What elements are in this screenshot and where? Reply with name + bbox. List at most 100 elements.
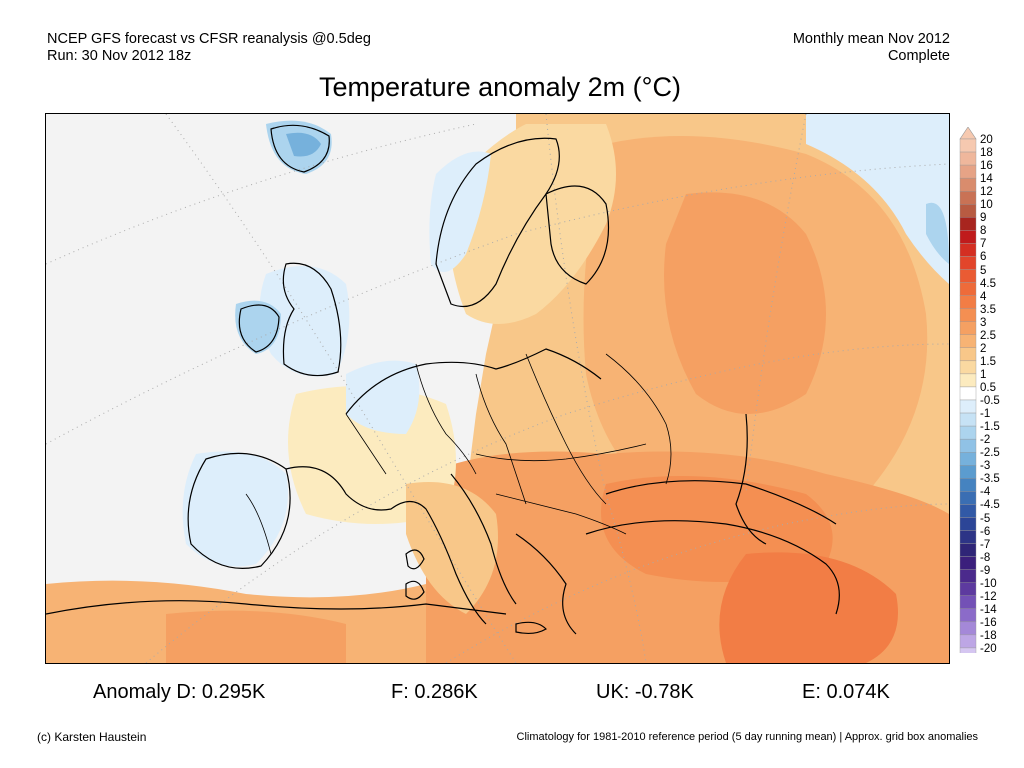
colorbar-swatch: [959, 360, 977, 375]
colorbar-label: 0.5: [980, 382, 996, 394]
copyright: (c) Karsten Haustein: [37, 730, 147, 744]
colorbar-label: -16: [980, 616, 997, 629]
colorbar-swatch: [959, 556, 977, 570]
coastlines: [46, 124, 840, 635]
colorbar: [959, 127, 977, 653]
colorbar-swatch: [959, 465, 977, 479]
colorbar-swatch: [959, 217, 977, 231]
graticule: [46, 114, 949, 663]
colorbar-swatch: [959, 530, 977, 544]
colorbar-label: 4: [980, 290, 987, 303]
colorbar-label: 6: [980, 251, 987, 264]
colorbar-label: -0.5: [980, 395, 1000, 407]
colorbar-swatch: [959, 190, 977, 205]
colorbar-label: 1: [980, 368, 987, 381]
period-label: Monthly mean Nov 2012: [792, 31, 950, 47]
colorbar-swatch: [959, 608, 977, 623]
colorbar-swatch: [959, 347, 977, 362]
borders: [245, 353, 672, 555]
colorbar-label: 9: [980, 212, 987, 225]
stat-e: E: 0.074K: [802, 681, 890, 703]
colorbar-swatch: [959, 164, 977, 179]
colorbar-label: 1.5: [980, 355, 996, 368]
warm-field-scandinavia: [446, 124, 616, 324]
warm-core-russia: [664, 192, 826, 414]
colorbar-label: -4: [980, 486, 991, 499]
colorbar-swatch: [959, 491, 977, 505]
colorbar-label: -2: [980, 434, 991, 447]
colorbar-label: -5: [980, 512, 991, 525]
colorbar-label: -8: [980, 551, 991, 564]
colorbar-swatch: [959, 412, 977, 427]
colorbar-label: 18: [980, 147, 993, 160]
colorbar-swatch: [959, 569, 977, 583]
stats-row: Anomaly D: 0.295K F: 0.286K UK: -0.78K E…: [0, 680, 1024, 706]
cold-core-iceland: [286, 132, 321, 157]
model-description: NCEP GFS forecast vs CFSR reanalysis @0.…: [47, 31, 371, 47]
colorbar-label: 2.5: [980, 329, 996, 342]
colorbar-swatch: [959, 256, 977, 270]
colorbar-label: -14: [980, 603, 997, 616]
colorbar-label: 16: [980, 160, 993, 173]
colorbar-swatch: [959, 138, 977, 153]
cold-field-britain: [259, 266, 350, 377]
colorbar-label: 2: [980, 342, 987, 355]
colorbar-label: 8: [980, 225, 987, 238]
anomaly-map-canvas: [46, 114, 949, 663]
colorbar-label: -9: [980, 564, 991, 577]
cold-field-norway: [429, 151, 491, 272]
colorbar-label: -12: [980, 590, 997, 603]
colorbar-top-arrow: [959, 127, 977, 140]
header-left: NCEP GFS forecast vs CFSR reanalysis @0.…: [47, 31, 371, 65]
colorbar-label: 3.5: [980, 303, 996, 316]
stat-anomaly-d: Anomaly D: 0.295K: [93, 681, 266, 703]
colorbar-label: 20: [980, 134, 993, 146]
colorbar-label: 7: [980, 238, 987, 251]
colorbar-label: -20: [980, 643, 997, 655]
cold-field-iberia: [182, 451, 288, 567]
colorbar-swatch: [959, 478, 977, 492]
colorbar-swatch: [959, 543, 977, 557]
colorbar-swatch: [959, 647, 977, 653]
climatology-note: Climatology for 1981-2010 reference peri…: [516, 731, 978, 743]
colorbar-label: -1.5: [980, 421, 1000, 434]
colorbar-swatch: [959, 386, 977, 401]
colorbar-label: 12: [980, 186, 993, 199]
stat-uk: UK: -0.78K: [596, 681, 694, 703]
colorbar-label: -6: [980, 525, 991, 538]
header-right: Monthly mean Nov 2012 Complete: [793, 31, 950, 65]
status-label: Complete: [887, 48, 950, 64]
colorbar-swatch: [959, 177, 977, 192]
colorbar-label: -3.5: [980, 473, 1000, 486]
colorbar-swatch: [959, 243, 977, 257]
cold-field-benelux: [346, 360, 420, 434]
colorbar-swatch: [959, 399, 977, 414]
colorbar-label: -3: [980, 460, 991, 473]
cold-core-northeast: [926, 202, 949, 264]
cold-field-northeast: [806, 114, 949, 284]
colorbar-label: -4.5: [980, 499, 1000, 512]
colorbar-swatch: [959, 373, 977, 388]
colorbar-label: 4.5: [980, 277, 996, 290]
warm-core-africa: [166, 610, 346, 663]
stat-f: F: 0.286K: [391, 681, 478, 703]
colorbar-label: -1: [980, 408, 991, 421]
colorbar-label: -7: [980, 538, 991, 551]
colorbar-label: 3: [980, 316, 987, 329]
colorbar-swatch: [959, 582, 977, 596]
colorbar-swatch: [959, 634, 977, 649]
colorbar-swatch: [959, 438, 977, 453]
colorbar-swatch: [959, 308, 977, 322]
colorbar-swatch: [959, 282, 977, 296]
cold-field-ireland: [235, 300, 281, 354]
warm-core-mideast: [719, 552, 898, 663]
colorbar-label: 14: [980, 173, 993, 186]
colorbar-label: 5: [980, 264, 987, 277]
colorbar-swatch: [959, 425, 977, 440]
colorbar-label: -18: [980, 629, 997, 642]
colorbar-label: -10: [980, 577, 997, 590]
colorbar-swatch: [959, 334, 977, 349]
colorbar-swatch: [959, 517, 977, 531]
colorbar-swatch: [959, 321, 977, 335]
colorbar-swatch: [959, 204, 977, 218]
